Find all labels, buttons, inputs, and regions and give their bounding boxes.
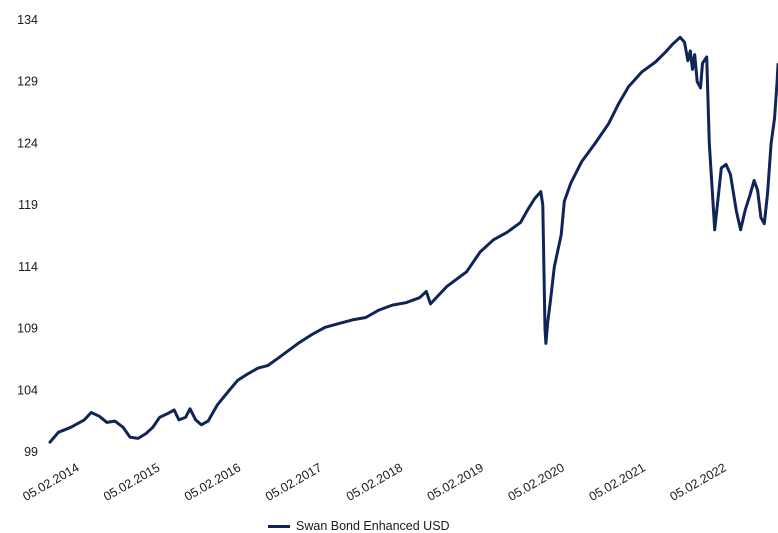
x-tick-label: 05.02.2017 [263,460,324,503]
x-tick-label: 05.02.2016 [182,460,243,503]
x-tick-label: 05.02.2022 [667,460,728,503]
x-tick-label: 05.02.2018 [344,460,405,503]
y-tick-label: 99 [24,445,38,459]
y-tick-label: 104 [17,383,38,397]
y-axis-tick-labels: 99 104 109 114 119 124 129 134 [17,13,38,459]
y-tick-label: 134 [17,13,38,27]
x-tick-label: 05.02.2019 [425,460,486,503]
y-tick-label: 109 [17,322,38,336]
x-tick-label: 05.02.2021 [587,460,648,503]
series-layer [48,35,778,444]
series-line [48,35,778,444]
x-axis-tick-labels: 05.02.2014 05.02.2015 05.02.2016 05.02.2017… [20,460,728,503]
x-tick-label: 05.02.2015 [101,460,162,503]
y-tick-label: 114 [18,260,38,274]
x-tick-label: 05.02.2020 [506,460,567,503]
y-tick-label: 129 [17,75,38,89]
y-tick-label: 124 [17,136,38,150]
y-tick-label: 119 [18,198,38,212]
legend: Swan Bond Enhanced USD [268,519,450,533]
legend-label: Swan Bond Enhanced USD [296,519,450,533]
x-tick-label: 05.02.2014 [20,460,81,503]
legend-swatch [268,524,290,528]
